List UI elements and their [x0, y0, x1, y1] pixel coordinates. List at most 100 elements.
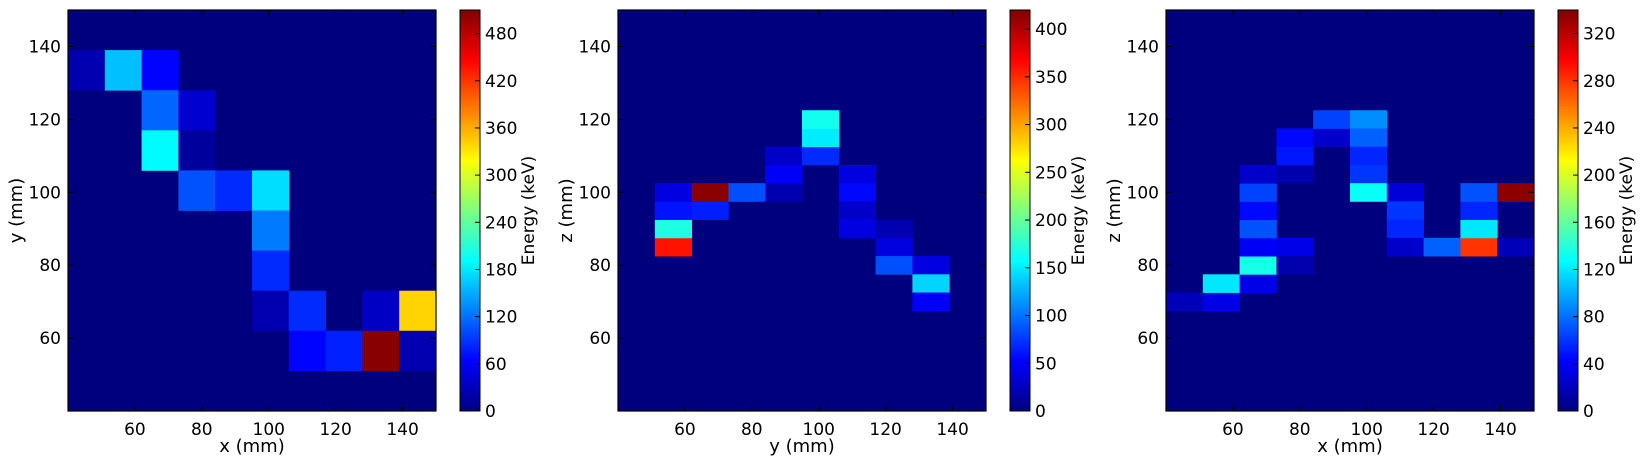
colorbar-tick-label: 80: [1583, 308, 1605, 328]
heatmap-cell: [765, 183, 803, 202]
y-tick-label: 140: [1127, 37, 1159, 57]
heatmap-cell: [252, 250, 290, 292]
heatmap-cell: [1460, 201, 1498, 221]
x-tick-label: 120: [869, 420, 901, 440]
colorbar-tick-label: 240: [485, 213, 517, 233]
colorbar-tick-label: 160: [1583, 213, 1615, 233]
heatmap-cell: [838, 219, 876, 239]
heatmap-cell: [912, 256, 950, 275]
heatmap-cell: [362, 290, 400, 332]
y-tick-label: 120: [1127, 110, 1159, 130]
colorbar-tick-label: 200: [1035, 211, 1067, 231]
x-tick-label: 60: [674, 420, 696, 440]
y-tick-label: 100: [29, 183, 61, 203]
colorbar-tick-label: 350: [1035, 68, 1067, 88]
x-tick-label: 140: [936, 420, 968, 440]
heatmap-cell: [252, 290, 290, 332]
heatmap-cell: [68, 50, 106, 91]
y-ticks-3: 60 80 100 120 140: [1127, 37, 1534, 349]
plot-frame-3: [1165, 9, 1535, 412]
x-tick-label: 100: [253, 420, 285, 440]
x-ticks-2: 60 80 100 120 140: [674, 10, 969, 440]
heatmap-cell: [765, 146, 803, 166]
heatmap-panel-3: 60 80 100 120 140 60 80 100 120 140 x (mm) z (mm…: [1104, 9, 1637, 457]
colorbar-tick-label: 0: [1583, 402, 1594, 422]
heatmap-cell: [252, 210, 290, 251]
heatmap-cell: [141, 90, 179, 131]
heatmap-cell: [765, 164, 803, 184]
heatmap-cell: [838, 164, 876, 184]
y-tick-label: 140: [579, 37, 611, 57]
y-tick-label: 100: [579, 183, 611, 203]
y-axis-label-1: y (mm): [6, 178, 27, 244]
heatmap-cell: [1350, 164, 1388, 184]
heatmap-cell: [1276, 128, 1314, 148]
heatmap-cell: [1350, 128, 1388, 148]
colorbar-tick-label: 200: [1583, 166, 1615, 186]
x-tick-label: 100: [1351, 420, 1383, 440]
colorbar-ticks-2: 0 50 100 150 200 250 300 350 400: [1025, 20, 1067, 422]
y-axis-label-3: z (mm): [1104, 178, 1125, 242]
heatmap-cell: [802, 146, 840, 166]
colorbar-tick-label: 120: [1583, 260, 1615, 280]
colorbar-tick-label: 480: [485, 25, 517, 45]
x-tick-label: 120: [319, 420, 351, 440]
colorbar-label-3: Energy (keV): [1617, 156, 1637, 266]
y-tick-label: 140: [29, 37, 61, 57]
colorbar-tick-label: 0: [1035, 402, 1046, 422]
heatmap-cell: [838, 183, 876, 202]
x-tick-label: 80: [741, 420, 763, 440]
heatmap-cell: [325, 330, 363, 372]
x-axis-label-1: x (mm): [219, 436, 285, 457]
heatmap-cell: [1386, 219, 1424, 239]
cells-3: [1166, 110, 1535, 312]
colorbar-tick-label: 120: [485, 308, 517, 328]
colorbar-3: [1557, 9, 1579, 412]
heatmap-cell: [875, 219, 913, 239]
y-tick-label: 80: [589, 256, 611, 276]
colorbar-tick-label: 400: [1035, 20, 1067, 40]
heatmap-cell: [1276, 256, 1314, 275]
colorbar-tick-label: 150: [1035, 259, 1067, 279]
colorbar-tick-label: 300: [485, 166, 517, 186]
y-tick-label: 60: [39, 329, 61, 349]
heatmap-cell: [654, 201, 692, 221]
x-axis-label-2: y (mm): [769, 436, 835, 457]
heatmap-cell: [1460, 183, 1498, 202]
x-tick-label: 140: [1484, 420, 1516, 440]
heatmap-cell: [1239, 201, 1277, 221]
heatmap-cell: [1386, 201, 1424, 221]
heatmap-cell: [838, 201, 876, 221]
heatmap-cell: [1313, 128, 1351, 148]
colorbar-label-1: Energy (keV): [519, 156, 539, 266]
cells-2: [654, 110, 950, 312]
y-tick-label: 80: [39, 256, 61, 276]
heatmap-cell: [141, 130, 179, 171]
heatmap-cell: [1276, 237, 1314, 257]
heatmap-cell: [1202, 292, 1240, 312]
y-tick-label: 120: [29, 110, 61, 130]
heatmap-cell: [802, 128, 840, 148]
heatmap-cell: [288, 290, 326, 332]
heatmap-cell: [1239, 183, 1277, 202]
y-ticks-2: 60 80 100 120 140: [579, 37, 986, 349]
heatmap-cell: [912, 274, 950, 293]
heatmap-cell: [1239, 237, 1277, 257]
colorbar-tick-label: 60: [485, 355, 507, 375]
y-axis-label-2: z (mm): [556, 178, 577, 242]
heatmap-cell: [1276, 146, 1314, 166]
plot-frame-1: [67, 9, 437, 412]
heatmap-cell: [654, 183, 692, 202]
heatmap-cell: [252, 170, 290, 211]
heatmap-cell: [1386, 237, 1424, 257]
heatmap-cell: [1460, 219, 1498, 239]
y-tick-label: 120: [579, 110, 611, 130]
plot-frame-2: [617, 9, 987, 412]
heatmap-cell: [654, 237, 692, 257]
colorbar-tick-label: 360: [485, 119, 517, 139]
heatmap-panel-2: 60 80 100 120 140 60 80 100 120 140 y (mm) z (mm…: [556, 9, 1089, 457]
x-tick-label: 60: [124, 420, 146, 440]
y-tick-label: 80: [1137, 256, 1159, 276]
heatmap-cell: [802, 110, 840, 129]
colorbar-tick-label: 420: [485, 72, 517, 92]
